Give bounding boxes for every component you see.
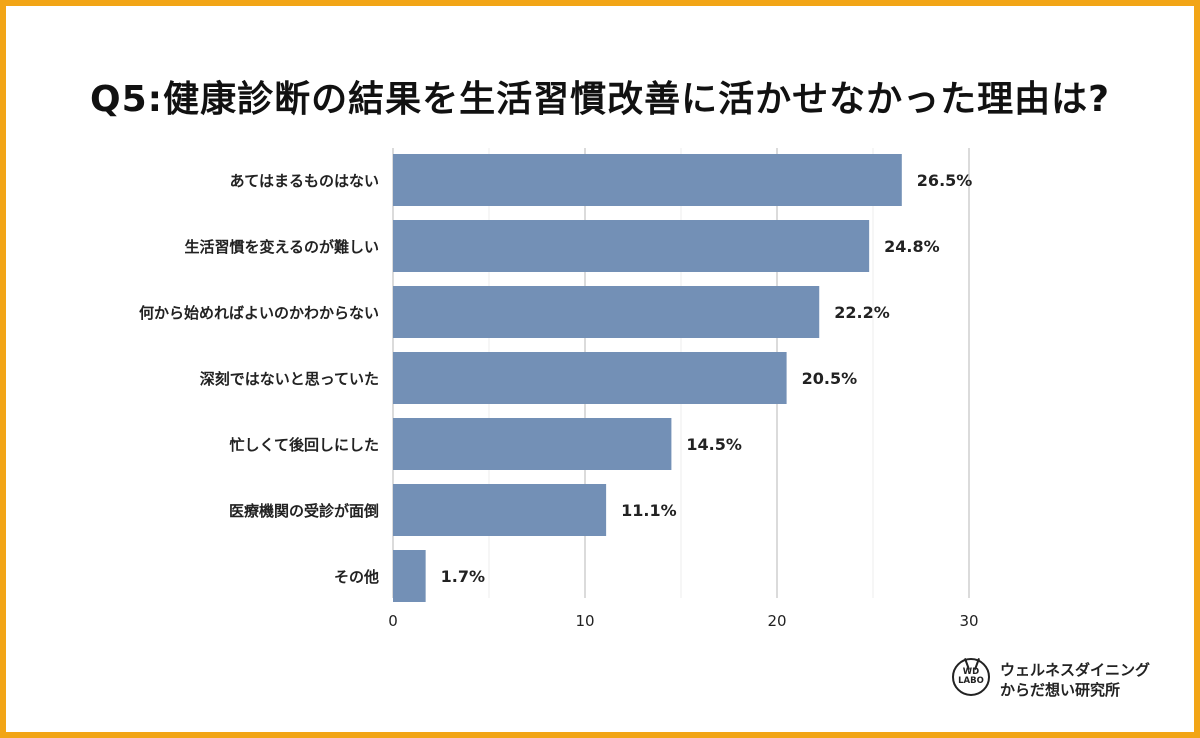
bar — [393, 352, 787, 404]
x-tick-label: 0 — [388, 612, 398, 630]
bar — [393, 418, 672, 470]
category-label: 医療機関の受診が面倒 — [229, 502, 379, 520]
wd-labo-mark-icon: WD LABO — [952, 658, 990, 696]
chart-title: Q5:健康診断の結果を生活習慣改善に活かせなかった理由は? — [90, 79, 1110, 120]
bar — [393, 154, 902, 206]
data-label: 1.7% — [441, 567, 485, 586]
category-label: 忙しくて後回しにした — [229, 436, 379, 454]
category-label: 何から始めればよいのかわからない — [139, 304, 379, 322]
x-tick-label: 10 — [575, 612, 594, 630]
data-label: 20.5% — [802, 369, 858, 388]
data-label: 26.5% — [917, 171, 973, 190]
category-label: あてはまるものはない — [230, 172, 379, 190]
category-label: その他 — [334, 568, 379, 586]
logo-mark-line2: LABO — [958, 676, 984, 686]
x-tick-label: 30 — [959, 612, 978, 630]
bar — [393, 220, 870, 272]
data-label: 22.2% — [834, 303, 890, 322]
data-label: 11.1% — [621, 501, 677, 520]
brand-logo: WD LABO ウェルネスダイニング からだ想い研究所 — [944, 650, 1184, 710]
logo-mark-line1: WD — [962, 667, 980, 677]
logo-text: ウェルネスダイニング からだ想い研究所 — [1000, 660, 1150, 700]
data-label: 14.5% — [686, 435, 742, 454]
logo-line1: ウェルネスダイニング — [1000, 661, 1151, 679]
data-label: 24.8% — [884, 237, 940, 256]
bar — [393, 286, 820, 338]
logo-line2: からだ想い研究所 — [1000, 681, 1121, 699]
bar — [393, 484, 607, 536]
category-label: 生活習慣を変えるのが難しい — [184, 238, 379, 256]
x-tick-label: 20 — [767, 612, 786, 630]
bar — [393, 550, 426, 602]
category-label: 深刻ではないと思っていた — [200, 370, 379, 388]
